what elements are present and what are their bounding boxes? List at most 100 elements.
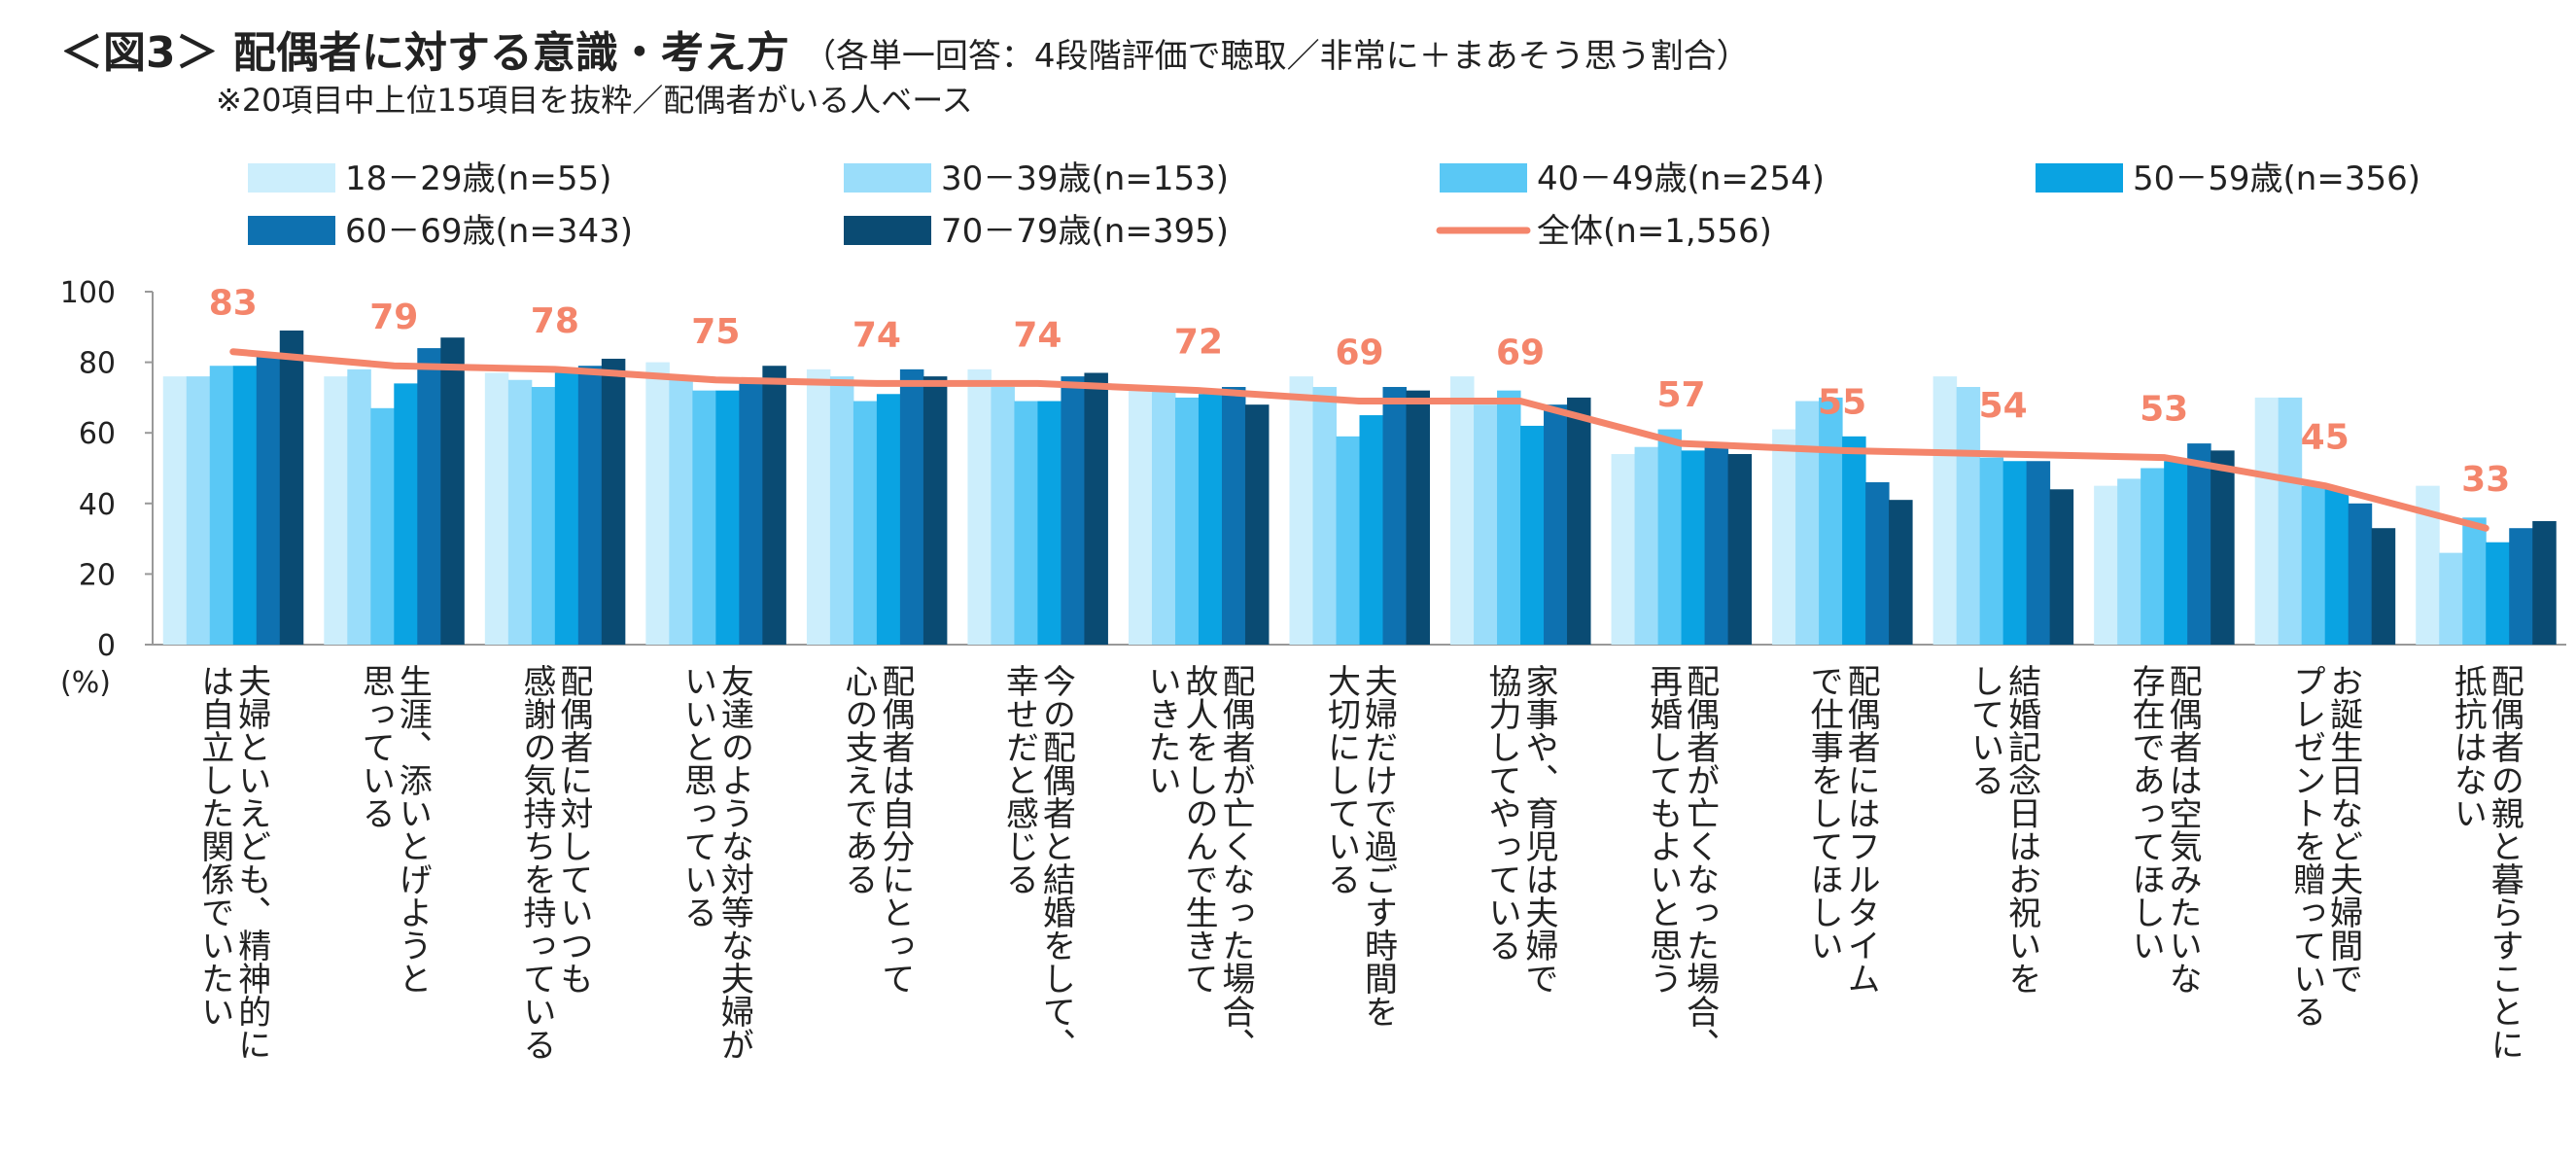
y-axis-unit-label: (%): [60, 666, 111, 700]
bar: [554, 372, 579, 645]
bar: [279, 330, 304, 645]
category-label: お誕生日など夫婦間で: [2324, 664, 2363, 995]
bar: [1704, 443, 1729, 645]
bar: [1657, 429, 1683, 645]
bar: [2049, 489, 2074, 645]
bar: [1128, 387, 1153, 645]
bar: [1014, 401, 1038, 645]
bar: [370, 407, 395, 645]
legend-label: 全体(n=1,556): [1537, 212, 1772, 251]
bar: [256, 355, 281, 645]
bar: [1772, 429, 1796, 645]
bar: [1037, 401, 1062, 645]
bar: [806, 368, 831, 645]
bar: [1932, 376, 1958, 645]
bar: [645, 362, 670, 645]
bar: [1520, 425, 1545, 645]
bar: [1889, 500, 1913, 645]
bar: [209, 366, 234, 645]
category-label: で仕事をしてほしい: [1804, 664, 1843, 962]
category-label: は自立した関係でいたい: [195, 664, 234, 1028]
category-label: 協力してやっている: [1482, 664, 1521, 962]
data-label: 33: [2461, 460, 2510, 500]
bar: [394, 383, 418, 645]
category-label: 友達のような対等な夫婦が: [714, 664, 753, 1061]
bar: [829, 376, 854, 645]
bar: [1567, 397, 1591, 645]
category-label: 家事や、育児は夫婦で: [1519, 664, 1558, 995]
data-label: 69: [1496, 333, 1545, 373]
category-label: 心の支えである: [839, 664, 878, 895]
data-label: 74: [853, 315, 901, 355]
data-label: 72: [1174, 323, 1223, 363]
bar: [577, 366, 603, 645]
category-label: 再婚してもよいと思う: [1644, 664, 1683, 995]
data-label: 74: [1013, 315, 1062, 355]
category-label: 抵抗はない: [2448, 664, 2487, 829]
bar: [1406, 390, 1430, 645]
legend-label: 18－29歳(n=55): [345, 159, 611, 198]
legend-label: 60－69歳(n=343): [345, 212, 633, 251]
bar: [669, 379, 693, 645]
bar: [762, 366, 786, 645]
bar: [2164, 461, 2188, 645]
bar: [1795, 401, 1820, 645]
bar: [1359, 415, 1383, 645]
bar: [324, 376, 348, 645]
data-label: 53: [2140, 390, 2188, 430]
category-label: 配偶者にはフルタイム: [1841, 664, 1880, 995]
category-label: 配偶者に対していつも: [554, 664, 593, 995]
data-label: 54: [1979, 386, 2028, 426]
category-label: 大切にしている: [1322, 664, 1361, 895]
bar: [1174, 397, 1200, 645]
bar: [1544, 404, 1568, 645]
bar: [1634, 446, 1659, 645]
bar: [2210, 450, 2235, 645]
bar: [1289, 376, 1313, 645]
y-tick-label: 40: [79, 488, 116, 522]
data-label: 69: [1335, 333, 1383, 373]
legend-swatch: [248, 216, 335, 245]
bar: [1979, 457, 2004, 645]
bar: [876, 394, 901, 645]
bar: [2439, 552, 2463, 645]
bar: [2026, 461, 2051, 645]
legend-label: 40－49歳(n=254): [1537, 159, 1825, 198]
category-label: 存在であってほしい: [2126, 664, 2165, 962]
bar: [2002, 461, 2028, 645]
category-label: 今の配偶者と結婚をして、: [1036, 664, 1075, 1061]
bar: [1312, 387, 1337, 645]
bar: [2348, 503, 2373, 645]
bar: [1336, 436, 1360, 645]
bar: [1474, 404, 1498, 645]
legend-swatch: [2036, 163, 2123, 193]
data-label: 55: [1818, 382, 1866, 422]
bar: [232, 366, 258, 645]
category-label: 夫婦といえども、精神的に: [232, 664, 271, 1061]
y-tick-label: 100: [60, 276, 116, 310]
legend-label: 30－39歳(n=153): [941, 159, 1229, 198]
y-tick-label: 0: [97, 629, 116, 663]
legend-swatch: [1440, 163, 1527, 193]
category-label: 思っている: [356, 664, 395, 829]
bar: [2094, 485, 2118, 645]
bar: [2141, 468, 2165, 645]
bar: [991, 387, 1015, 645]
bar: [1611, 453, 1636, 645]
category-label: 幸せだと感じる: [999, 664, 1038, 895]
bar: [1382, 387, 1407, 645]
category-label: 結婚記念日はお祝いを: [2002, 664, 2041, 995]
y-tick-label: 20: [79, 558, 116, 592]
chart-title: ＜図3＞ 配偶者に対する意識・考え方 （各単一回答：4段階評価で聴取／非常に＋まあ…: [60, 18, 1750, 80]
bar: [2117, 478, 2141, 645]
data-label: 75: [691, 312, 740, 352]
chart-title-note: （各単一回答：4段階評価で聴取／非常に＋まあそう思う割合）: [802, 37, 1750, 76]
legend-label: 50－59歳(n=356): [2133, 159, 2420, 198]
category-label: 配偶者は自分にとって: [876, 664, 915, 995]
data-label: 45: [2301, 418, 2350, 458]
category-label: 配偶者が亡くなった場合、: [1681, 664, 1720, 1061]
bar: [967, 368, 992, 645]
bar: [899, 368, 924, 645]
legend-swatch: [248, 163, 335, 193]
bar: [739, 379, 763, 645]
